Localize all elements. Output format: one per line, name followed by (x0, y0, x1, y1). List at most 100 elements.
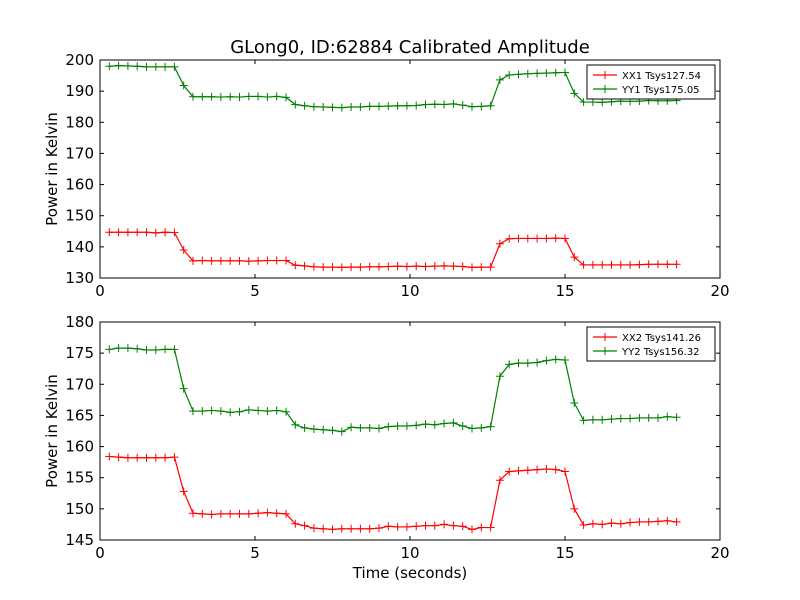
data-point (421, 100, 430, 109)
data-point (319, 425, 328, 434)
data-point (635, 260, 644, 269)
data-point (663, 516, 672, 525)
data-point (458, 262, 467, 271)
data-point (421, 420, 430, 429)
data-point (272, 509, 281, 518)
data-point (598, 98, 607, 107)
data-point (384, 262, 393, 271)
data-point (579, 521, 588, 530)
y-tick-label: 180 (65, 113, 94, 131)
data-point (207, 510, 216, 519)
data-point (440, 100, 449, 109)
data-point (588, 260, 597, 269)
data-point (123, 228, 132, 237)
data-point (189, 92, 197, 101)
y-axis-label: Power in Kelvin (43, 112, 61, 226)
x-tick-label: 20 (710, 544, 729, 562)
x-tick-label: 15 (555, 544, 574, 562)
data-point (402, 522, 411, 531)
data-point (523, 69, 532, 78)
data-point (616, 519, 625, 528)
data-point (151, 228, 160, 237)
data-point (170, 453, 179, 462)
data-point (533, 69, 542, 78)
y-tick-label: 165 (65, 406, 94, 424)
data-point (114, 228, 123, 237)
x-tick-label: 5 (250, 282, 260, 300)
data-point (226, 408, 235, 417)
data-point (365, 262, 374, 271)
data-point (198, 407, 207, 416)
x-tick-label: 10 (400, 282, 419, 300)
data-point (588, 519, 597, 528)
series-2 (105, 344, 681, 436)
x-axis-label: Time (seconds) (352, 564, 468, 582)
data-point (300, 521, 309, 530)
data-point (300, 423, 309, 432)
y-tick-label: 170 (65, 144, 94, 162)
data-point (579, 416, 588, 425)
data-point (449, 99, 458, 108)
data-point (328, 426, 337, 435)
data-point (644, 517, 653, 526)
data-point (254, 256, 263, 265)
legend-box (586, 64, 716, 100)
data-point (263, 407, 272, 416)
data-point (477, 102, 486, 111)
data-point (533, 358, 542, 367)
data-point (523, 234, 532, 243)
data-point (328, 525, 337, 534)
data-point (458, 422, 467, 431)
y-tick-label: 200 (65, 51, 94, 69)
data-point (393, 422, 402, 431)
data-point (207, 92, 216, 101)
data-point (161, 228, 170, 237)
data-point (198, 509, 207, 518)
y-axis-label: Power in Kelvin (43, 374, 61, 488)
data-point (179, 81, 188, 90)
data-point (356, 103, 365, 112)
data-point (309, 524, 318, 533)
data-point (263, 508, 272, 517)
data-point (393, 262, 402, 271)
data-point (133, 344, 142, 353)
data-point (170, 62, 179, 71)
series-1 (105, 228, 681, 272)
data-point (402, 101, 411, 110)
data-point (551, 465, 560, 474)
x-tick-label: 10 (400, 544, 419, 562)
legend-marker (601, 333, 609, 341)
data-point (272, 406, 281, 415)
data-point (170, 345, 179, 354)
data-point (570, 253, 579, 262)
data-point (254, 509, 263, 518)
data-point (477, 523, 486, 532)
data-point (672, 517, 681, 526)
data-point (598, 520, 607, 529)
data-point (495, 372, 504, 381)
data-point (430, 262, 439, 271)
data-point (114, 453, 123, 462)
data-point (291, 519, 300, 528)
data-point (542, 356, 551, 365)
data-point (393, 522, 402, 531)
data-point (282, 93, 290, 102)
data-point (347, 524, 356, 533)
data-point (254, 406, 263, 415)
data-point (244, 405, 253, 414)
data-point (477, 423, 486, 432)
data-point (347, 423, 356, 432)
data-point (309, 262, 318, 271)
data-point (365, 524, 374, 533)
data-point (123, 344, 132, 353)
legend: XX1 Tsys127.54 YY1 Tsys175.05 (586, 64, 716, 100)
data-point (216, 93, 225, 102)
data-point (598, 415, 607, 424)
data-point (161, 345, 170, 354)
data-point (542, 234, 551, 243)
data-point (114, 61, 123, 70)
y-tick-label: 145 (65, 531, 94, 549)
data-point (123, 453, 132, 462)
data-point (579, 98, 588, 107)
